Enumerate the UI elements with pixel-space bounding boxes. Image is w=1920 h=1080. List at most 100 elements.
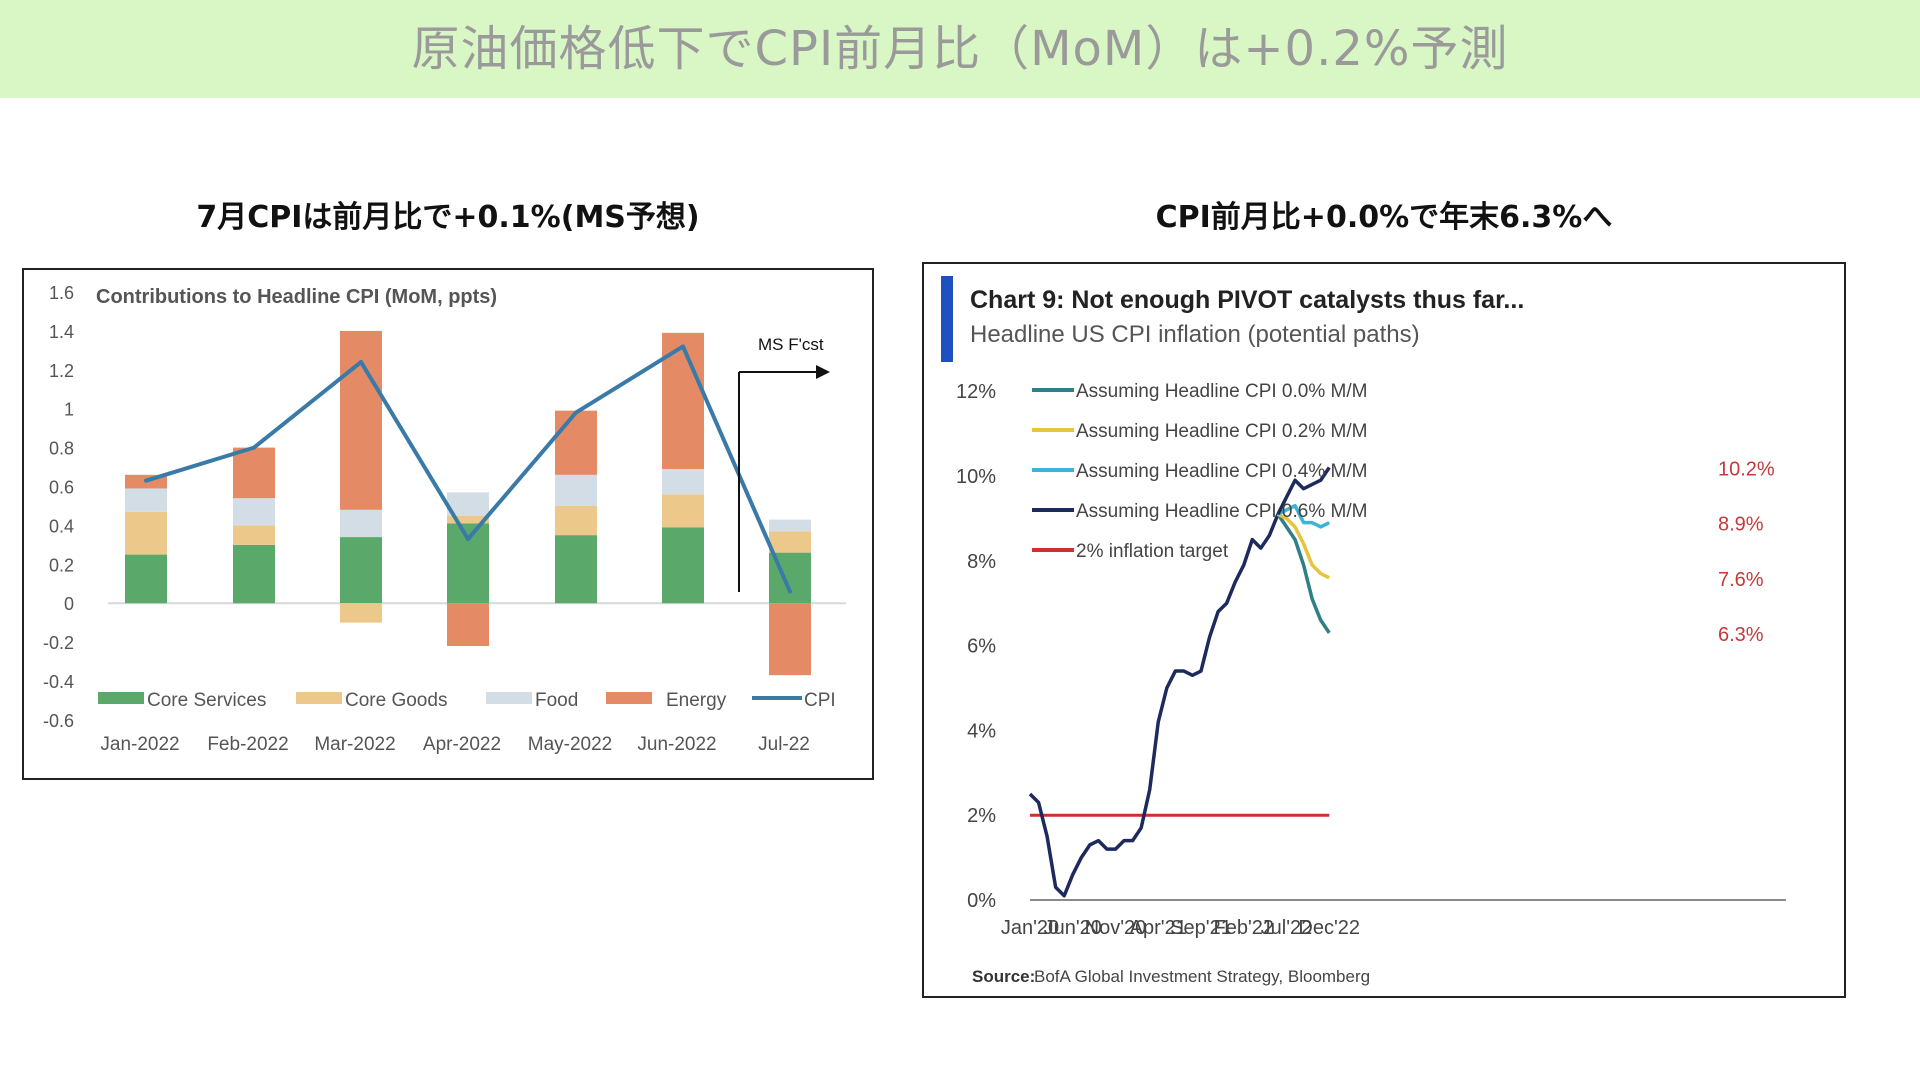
bar-segment (555, 535, 597, 604)
projection-line (1276, 466, 1331, 515)
cpi-point (788, 589, 792, 594)
legend-swatch (98, 692, 144, 704)
y-tick-label: 0.6 (49, 478, 74, 498)
y-tick-label: -0.6 (43, 711, 74, 731)
bar-segment (447, 515, 489, 524)
y-tick-label: -0.2 (43, 633, 74, 653)
bar-segment (340, 537, 382, 604)
bar-segment (233, 447, 275, 499)
cpi-point (359, 360, 363, 365)
forecast-annotation: MS F'cst (758, 335, 824, 354)
title-accent-bar (941, 276, 953, 362)
y-tick-label: 1.6 (49, 283, 74, 303)
x-tick-label: Jan-2022 (100, 734, 179, 755)
x-tick-label: Jun'20 (1044, 917, 1102, 939)
right-chart-caption: CPI前月比+0.0%で年末6.3%へ (1155, 200, 1613, 235)
legend-swatch (296, 692, 342, 704)
legend-label: Food (535, 690, 578, 711)
contributions-chart-panel: Contributions to Headline CPI (MoM, ppts… (22, 268, 874, 780)
bar-segment (769, 531, 811, 553)
x-tick-label: Jul'22 (1261, 917, 1313, 939)
end-value-label: 7.6% (1718, 569, 1764, 591)
bar-segment (125, 554, 167, 604)
end-value-label: 8.9% (1718, 514, 1764, 536)
legend-label: Assuming Headline CPI 0.0% M/M (1076, 381, 1367, 402)
x-tick-label: May-2022 (528, 734, 613, 755)
y-tick-label: 1.4 (49, 322, 74, 342)
x-tick-label: Dec'22 (1298, 917, 1360, 939)
y-tick-label: 1 (64, 400, 74, 420)
x-tick-label: Mar-2022 (314, 734, 395, 755)
bar-segment (125, 511, 167, 555)
bar-segment (662, 494, 704, 528)
arrow-head-icon (816, 365, 830, 379)
left-chart-caption: 7月CPIは前月比で+0.1%(MS予想) (196, 200, 700, 235)
title-banner (0, 0, 1920, 98)
legend-swatch (606, 692, 652, 704)
cpi-point (144, 478, 148, 483)
legend-label: Core Goods (345, 690, 447, 711)
y-tick-label: 10% (956, 466, 996, 488)
projection-line (1276, 513, 1331, 634)
legend-label: CPI (804, 690, 836, 711)
source-text: BofA Global Investment Strategy, Bloombe… (1034, 967, 1370, 986)
cpi-point (252, 445, 256, 450)
legend-label: 2% inflation target (1076, 541, 1229, 562)
contributions-chart: Contributions to Headline CPI (MoM, ppts… (43, 283, 846, 755)
projection-line (1277, 512, 1331, 580)
y-tick-label: 2% (967, 805, 996, 827)
bar-segment (233, 498, 275, 526)
legend-label: Assuming Headline CPI 0.4% M/M (1076, 461, 1367, 482)
y-tick-label: 12% (956, 381, 996, 403)
chart-subtitle: Headline US CPI inflation (potential pat… (970, 321, 1420, 348)
bar-segment (662, 468, 704, 495)
x-tick-label: Feb-2022 (207, 734, 288, 755)
bar-segment (125, 488, 167, 512)
chart-title: Chart 9: Not enough PIVOT catalysts thus… (970, 286, 1524, 314)
y-tick-label: 6% (967, 636, 996, 658)
x-tick-label: Nov'20 (1085, 917, 1147, 939)
x-tick-label: Jan'20 (1001, 917, 1059, 939)
x-tick-label: Jul-22 (758, 734, 810, 755)
end-value-label: 6.3% (1718, 624, 1764, 646)
legend-label: Core Services (147, 690, 266, 711)
y-tick-label: -0.4 (43, 672, 74, 692)
y-tick-label: 8% (967, 551, 996, 573)
y-tick-label: 0.4 (49, 516, 74, 536)
bar-segment (233, 525, 275, 545)
y-tick-label: 4% (967, 720, 996, 742)
x-tick-label: Jun-2022 (637, 734, 716, 755)
bar-segment (233, 544, 275, 604)
y-tick-label: 0.8 (49, 439, 74, 459)
y-tick-label: 0.2 (49, 555, 74, 575)
x-tick-label: Apr'21 (1130, 917, 1187, 939)
legend-label: Assuming Headline CPI 0.6% M/M (1076, 501, 1367, 522)
bar-segment (769, 603, 811, 676)
cpi-point (574, 410, 578, 415)
bar-segment (447, 603, 489, 646)
x-tick-label: Feb'22 (1213, 917, 1274, 939)
cpi-point (681, 344, 685, 349)
source-label: Source: (972, 967, 1035, 986)
bar-segment (769, 519, 811, 532)
bar-segment (447, 492, 489, 516)
x-tick-label: Sep'21 (1170, 917, 1232, 939)
end-value-label: 10.2% (1718, 459, 1775, 481)
bar-segment (340, 603, 382, 623)
legend-label: Assuming Headline CPI 0.2% M/M (1076, 421, 1367, 442)
y-tick-label: 1.2 (49, 361, 74, 381)
legend-label: Energy (666, 690, 727, 711)
bar-segment (555, 505, 597, 536)
cpi-point (466, 537, 470, 542)
cpi-history-line (1028, 513, 1280, 898)
legend-swatch (486, 692, 532, 704)
cpi-paths-chart-panel: Chart 9: Not enough PIVOT catalysts thus… (922, 262, 1846, 998)
chart-title: Contributions to Headline CPI (MoM, ppts… (96, 286, 497, 308)
projection-line (1277, 503, 1331, 529)
bar-segment (555, 474, 597, 506)
bar-segment (340, 330, 382, 510)
x-tick-label: Apr-2022 (423, 734, 501, 755)
bar-segment (555, 410, 597, 475)
cpi-paths-chart: Chart 9: Not enough PIVOT catalysts thus… (941, 276, 1786, 986)
page-title: 原油価格低下でCPI前月比（MoM）は+0.2%予測 (411, 21, 1509, 77)
